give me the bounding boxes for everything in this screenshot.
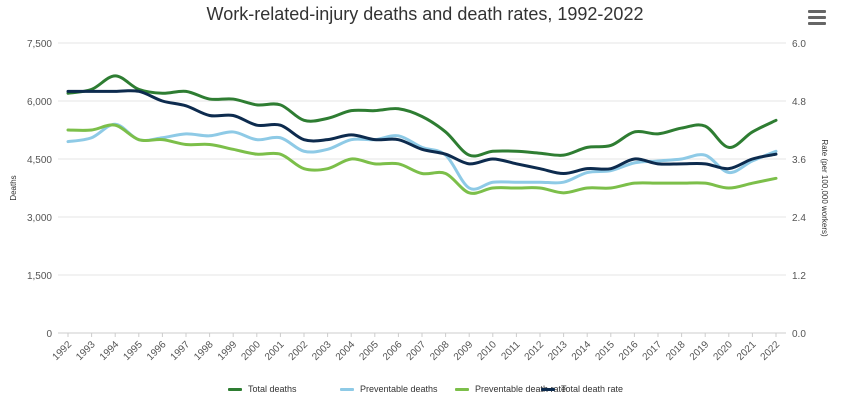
x-tick-label: 2006: [381, 339, 405, 363]
x-tick-label: 1999: [216, 339, 240, 363]
chart-title: Work-related-injury deaths and death rat…: [206, 4, 644, 24]
x-tick-label: 2016: [617, 339, 641, 363]
x-tick-label: 2012: [523, 339, 547, 363]
y-tick-label-left: 4,500: [27, 155, 52, 166]
y-tick-label-right: 4.8: [792, 97, 806, 108]
legend-item-preventable-deaths[interactable]: Preventable deaths: [340, 384, 438, 394]
series-line-preventable-death-rate: [66, 123, 778, 195]
x-tick-label: 2011: [500, 339, 523, 362]
x-tick-label: 1992: [51, 339, 75, 363]
x-tick-label: 2001: [263, 339, 287, 363]
x-tick-label: 1994: [98, 339, 122, 363]
y-tick-label-left: 0: [46, 329, 52, 340]
x-tick-label: 2022: [759, 339, 783, 363]
series-line-preventable-deaths: [66, 122, 778, 191]
x-tick-label: 1995: [121, 339, 145, 363]
legend-label: Preventable deaths: [360, 384, 438, 394]
y-tick-label-right: 2.4: [792, 213, 806, 224]
y-axis-title-left: Deaths: [9, 175, 18, 200]
x-tick-label: 2014: [570, 339, 594, 363]
x-tick-label: 2017: [641, 339, 665, 363]
legend-item-preventable-death-rate[interactable]: Preventable death rate: [455, 384, 566, 394]
legend-label: Preventable death rate: [475, 384, 567, 394]
x-tick-label: 2008: [428, 339, 452, 363]
hamburger-menu-icon[interactable]: [808, 10, 826, 26]
series-line-total-death-rate: [66, 89, 778, 175]
y-tick-label-left: 3,000: [27, 213, 52, 224]
legend-item-total-deaths[interactable]: Total deaths: [228, 384, 297, 394]
y-tick-label-left: 1,500: [27, 271, 52, 282]
x-tick-label: 2004: [334, 339, 358, 363]
legend-swatch: [340, 387, 354, 391]
y-tick-label-right: 1.2: [792, 271, 806, 282]
x-tick-label: 1997: [169, 339, 193, 363]
line-chart: 0 1,500 3,000 4,500 6,000 7,500 0.0 1.2 2.4 3.6 4.…: [9, 39, 829, 363]
x-tick-label: 2020: [711, 339, 735, 363]
x-tick-label: 2002: [287, 339, 311, 363]
x-tick-label: 2021: [735, 339, 759, 363]
legend-item-total-death-rate[interactable]: Total death rate: [541, 384, 623, 394]
x-tick-label: 2018: [664, 339, 688, 363]
legend-swatch: [228, 387, 242, 391]
x-tick-label: 2019: [688, 339, 712, 363]
y-tick-label-left: 7,500: [27, 39, 52, 50]
x-tick-label: 1996: [145, 339, 169, 363]
x-tick-label: 2007: [405, 339, 429, 363]
x-tick-label: 2010: [475, 339, 499, 363]
x-tick-label: 2013: [546, 339, 570, 363]
x-tick-label: 1993: [74, 339, 98, 363]
y-tick-label-right: 6.0: [792, 39, 806, 50]
y-tick-label-left: 6,000: [27, 97, 52, 108]
series-line-total-deaths: [66, 74, 778, 158]
legend-swatch: [541, 387, 555, 391]
legend-swatch: [455, 387, 469, 391]
x-tick-label: 2005: [357, 339, 381, 363]
x-tick-label: 2003: [310, 339, 334, 363]
x-tick-label: 2015: [593, 339, 617, 363]
chart-legend: Total deaths Preventable deaths Preventabl…: [0, 384, 850, 400]
x-tick-label: 2000: [239, 339, 263, 363]
y-tick-label-right: 0.0: [792, 329, 806, 340]
x-tick-label: 1998: [192, 339, 216, 363]
legend-label: Total death rate: [561, 384, 624, 394]
x-tick-label: 2009: [452, 339, 476, 363]
legend-label: Total deaths: [248, 384, 297, 394]
y-tick-label-right: 3.6: [792, 155, 806, 166]
y-axis-title-right: Rate (per 100,000 workers): [820, 139, 829, 237]
